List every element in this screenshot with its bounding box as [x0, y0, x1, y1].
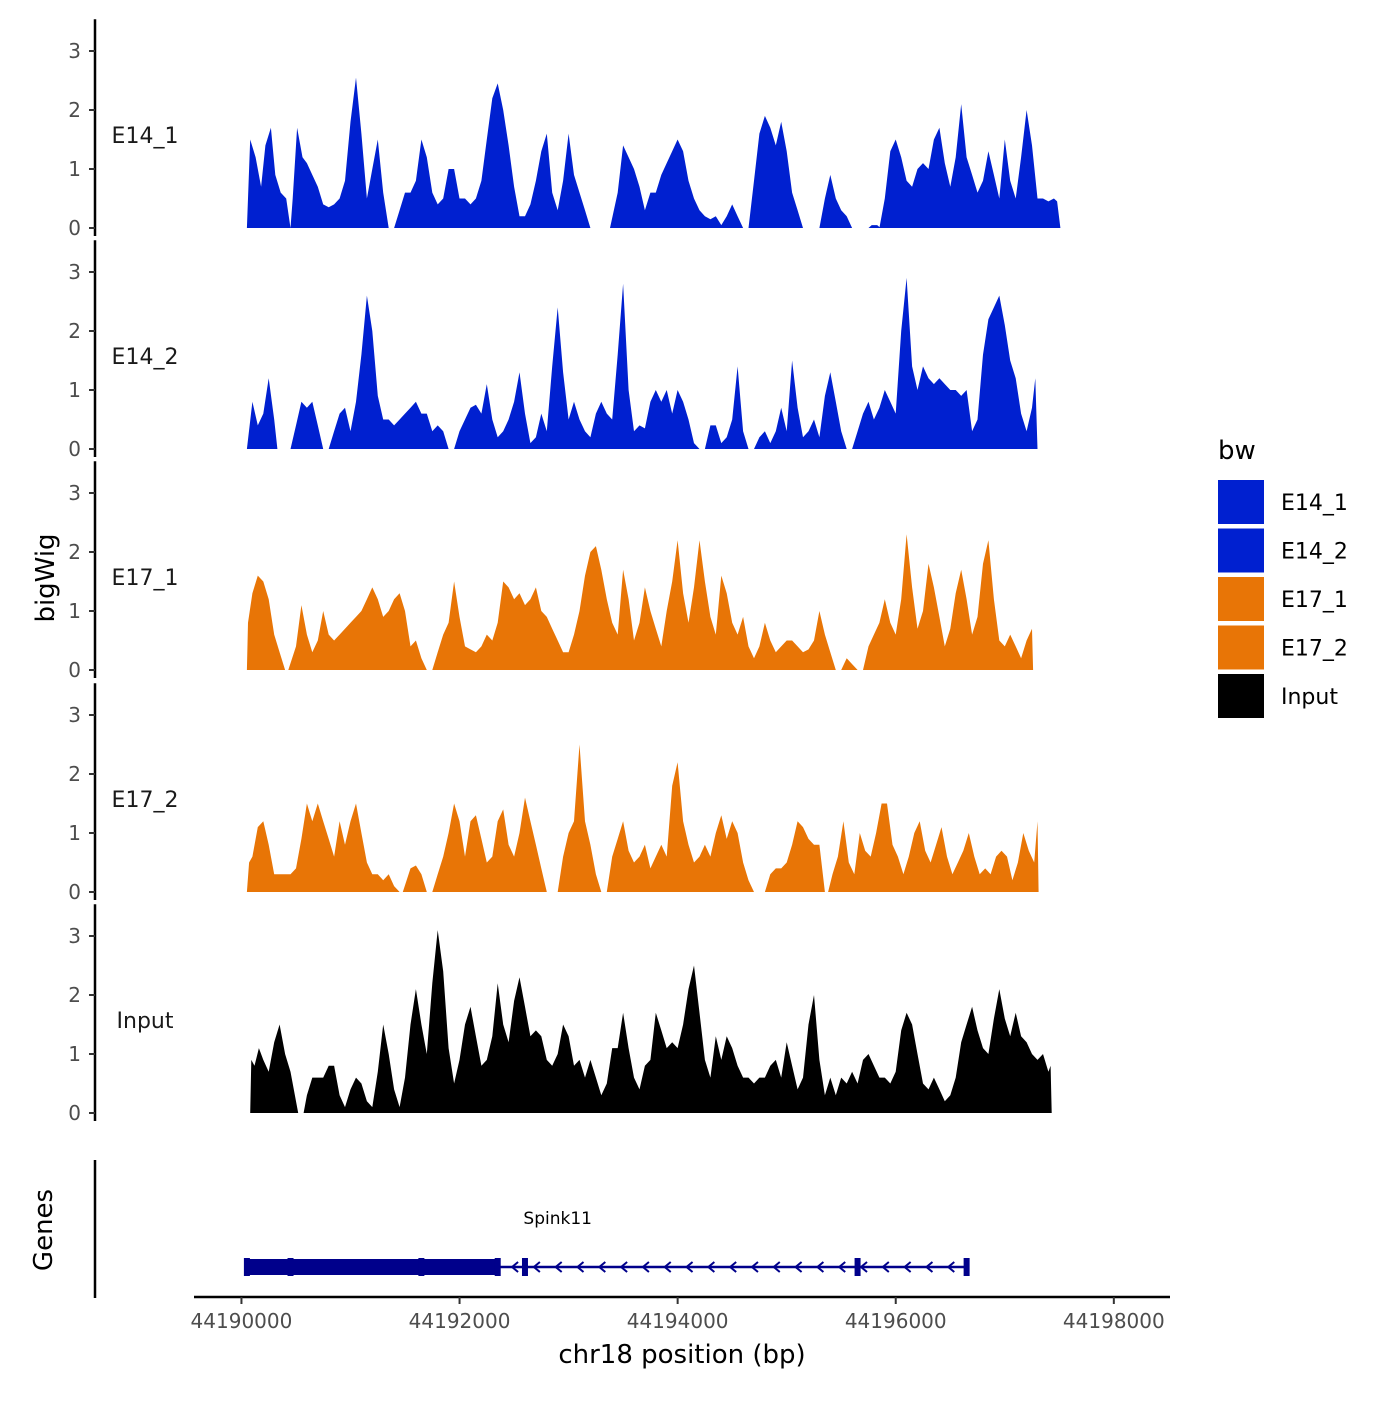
y-tick-label: 0 — [68, 1101, 81, 1125]
gene-exon-marker — [287, 1258, 294, 1276]
strand-arrow — [684, 1261, 694, 1273]
coverage-area-e17-2 — [246, 744, 1039, 892]
y-axis-label: bigWig — [31, 533, 61, 622]
y-tick-label: 0 — [68, 880, 81, 904]
y-tick-label: 2 — [68, 540, 81, 564]
track-label: E17_2 — [112, 788, 179, 813]
gene-exon-block — [246, 1259, 498, 1275]
strand-arrow — [859, 1261, 868, 1273]
gene-exon-marker — [521, 1258, 528, 1276]
strand-arrow — [597, 1261, 606, 1273]
legend-swatch-e14-2 — [1218, 528, 1264, 573]
track-e17-2: 0 1 2 3 E17_2 — [68, 683, 1039, 904]
gene-name-label: Spink11 — [523, 1209, 592, 1229]
gene-exon-marker — [418, 1258, 425, 1276]
legend-label: E14_1 — [1281, 491, 1348, 516]
strand-arrow — [772, 1261, 781, 1273]
y-tick-label: 1 — [68, 157, 81, 181]
track-e14-2: 0 1 2 3 E14_2 — [68, 240, 1038, 461]
x-axis-label: chr18 position (bp) — [558, 1340, 805, 1370]
strand-arrow — [750, 1261, 759, 1273]
strand-arrow — [663, 1261, 672, 1273]
legend-swatch-e17-2 — [1218, 625, 1264, 670]
legend-title: bw — [1218, 436, 1256, 466]
coverage-area-e17-1 — [246, 534, 1034, 670]
x-tick-label: 44194000 — [627, 1309, 729, 1333]
strand-arrow — [881, 1261, 890, 1273]
x-tick-label: 44196000 — [845, 1309, 947, 1333]
legend-label: E17_1 — [1281, 588, 1348, 613]
x-tick-label: 44192000 — [409, 1309, 511, 1333]
y-tick-label: 2 — [68, 762, 81, 786]
strand-arrow — [903, 1261, 912, 1273]
strand-arrow — [728, 1261, 737, 1273]
track-e17-1: 0 1 2 3 E17_1 — [68, 461, 1034, 682]
gene-exon-marker — [854, 1258, 861, 1276]
track-input: 0 1 2 3 Input — [68, 904, 1052, 1125]
strand-arrow — [532, 1261, 541, 1273]
strand-arrow — [794, 1261, 803, 1273]
track-label: E14_2 — [112, 345, 179, 370]
y-tick-label: 1 — [68, 599, 81, 623]
y-tick-label: 1 — [68, 378, 81, 402]
legend-swatch-e14-1 — [1218, 480, 1264, 524]
genes-track: Spink11 — [93, 1160, 970, 1298]
gene-exon-marker — [243, 1258, 250, 1276]
y-tick-label: 3 — [68, 39, 81, 63]
x-axis: 44190000 44192000 44194000 44196000 44198000 — [191, 1295, 1170, 1333]
y-tick-label: 2 — [68, 983, 81, 1007]
strand-arrow — [641, 1261, 650, 1273]
y-tick-label: 1 — [68, 821, 81, 845]
y-tick-label: 3 — [68, 703, 81, 727]
coverage-area-e14-1 — [246, 77, 1061, 228]
genes-track-label: Genes — [29, 1189, 59, 1271]
y-tick-label: 3 — [68, 924, 81, 948]
gene-exon-marker — [494, 1258, 501, 1276]
track-label: E17_1 — [112, 566, 179, 591]
strand-arrow — [510, 1261, 519, 1273]
legend-label: E14_2 — [1281, 540, 1348, 565]
legend-swatch-input — [1218, 674, 1264, 718]
legend-label: E17_2 — [1281, 637, 1348, 662]
y-tick-label: 1 — [68, 1042, 81, 1066]
coverage-area-e14-2 — [246, 277, 1038, 449]
y-tick-label: 2 — [68, 319, 81, 343]
strand-arrow — [837, 1261, 846, 1273]
strand-arrow — [815, 1261, 825, 1273]
y-tick-label: 0 — [68, 216, 81, 240]
track-e14-1: 0 1 2 3 E14_1 — [68, 19, 1061, 240]
legend-swatch-e17-1 — [1218, 577, 1264, 621]
strand-arrow — [946, 1261, 955, 1273]
track-label: E14_1 — [112, 124, 179, 149]
gene-exon-marker — [963, 1258, 970, 1276]
strand-arrow — [924, 1261, 934, 1273]
track-label: Input — [117, 1009, 174, 1034]
y-tick-label: 3 — [68, 481, 81, 505]
x-tick-label: 44190000 — [191, 1309, 293, 1333]
x-tick-label: 44198000 — [1063, 1309, 1165, 1333]
y-tick-label: 3 — [68, 260, 81, 284]
legend-label: Input — [1281, 685, 1338, 710]
y-tick-label: 0 — [68, 658, 81, 682]
y-tick-label: 2 — [68, 98, 81, 122]
legend: bw E14_1 E14_2 E17_1 E17_2 Input — [1218, 436, 1348, 718]
bigwig-tracks: 0 1 2 3 E14_1 0 1 2 3 E14_2 0 1 2 3 E17_1 0 1 2 3 E17_2 0 1 2 3… — [68, 19, 1061, 1125]
strand-arrow — [575, 1261, 585, 1273]
y-tick-label: 0 — [68, 437, 81, 461]
coverage-area-input — [250, 930, 1052, 1113]
strand-arrow — [554, 1261, 563, 1273]
strand-arrow — [619, 1261, 628, 1273]
strand-arrow — [706, 1261, 715, 1273]
